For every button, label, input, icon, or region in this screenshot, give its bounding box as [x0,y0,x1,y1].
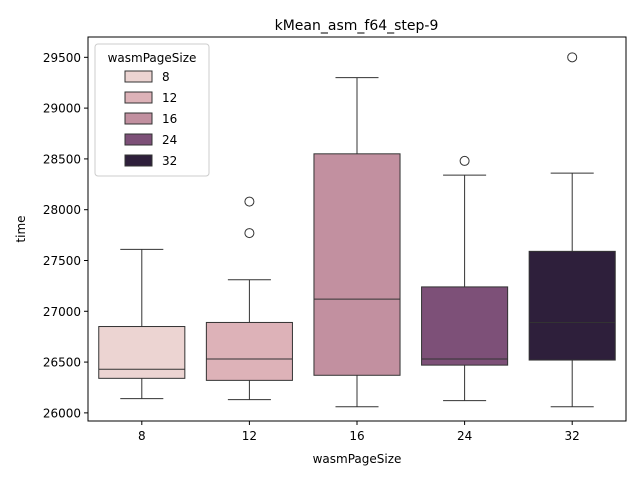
box-iqr [421,286,509,366]
legend-items: 8 12 16 24 32 [124,70,177,168]
y-axis-label: time [14,215,28,242]
box-iqr [98,326,186,379]
y-tick-label: 28000 [43,203,81,217]
box-16 [313,77,401,408]
chart-title: kMean_asm_f64_step-9 [275,18,439,34]
x-tick-label: 8 [138,429,146,443]
legend-label: 32 [162,154,177,168]
outlier-point [244,196,255,207]
legend-label: 8 [162,70,170,84]
legend-swatch [124,154,153,167]
y-tick-label: 29000 [43,102,81,116]
legend-label: 24 [162,133,177,147]
x-tick-label: 12 [242,429,257,443]
outlier-point [567,52,578,63]
y-axis-ticks: 26000 26500 27000 27500 28000 28500 29000 29500 [43,51,88,420]
legend-swatch [124,133,153,146]
outlier-point [459,155,470,166]
y-tick-label: 27500 [43,254,81,268]
box-32 [528,52,616,408]
box-12 [205,196,293,401]
legend-frame [94,43,210,177]
legend-label: 12 [162,91,177,105]
legend: wasmPageSize 8 12 16 24 32 [94,43,210,177]
x-axis-label: wasmPageSize [313,452,402,466]
x-tick-label: 24 [457,429,472,443]
plot-frame [87,36,627,422]
x-tick-label: 32 [565,429,580,443]
x-axis-ticks: 8 12 16 24 32 [138,421,580,443]
y-tick-label: 26000 [43,406,81,420]
y-tick-label: 27000 [43,305,81,319]
box-iqr [205,321,293,381]
legend-title: wasmPageSize [108,51,197,65]
y-tick-label: 26500 [43,356,81,370]
box-8 [98,248,186,400]
y-tick-label: 29500 [43,51,81,65]
box-24 [421,155,509,402]
y-tick-label: 28500 [43,152,81,166]
legend-swatch [124,112,153,125]
box-iqr [313,153,401,376]
x-tick-label: 16 [349,429,364,443]
legend-label: 16 [162,112,177,126]
legend-swatch [124,70,153,83]
outlier-point [244,228,255,239]
box-series [98,52,616,408]
box-iqr [528,250,616,361]
legend-swatch [124,91,153,104]
